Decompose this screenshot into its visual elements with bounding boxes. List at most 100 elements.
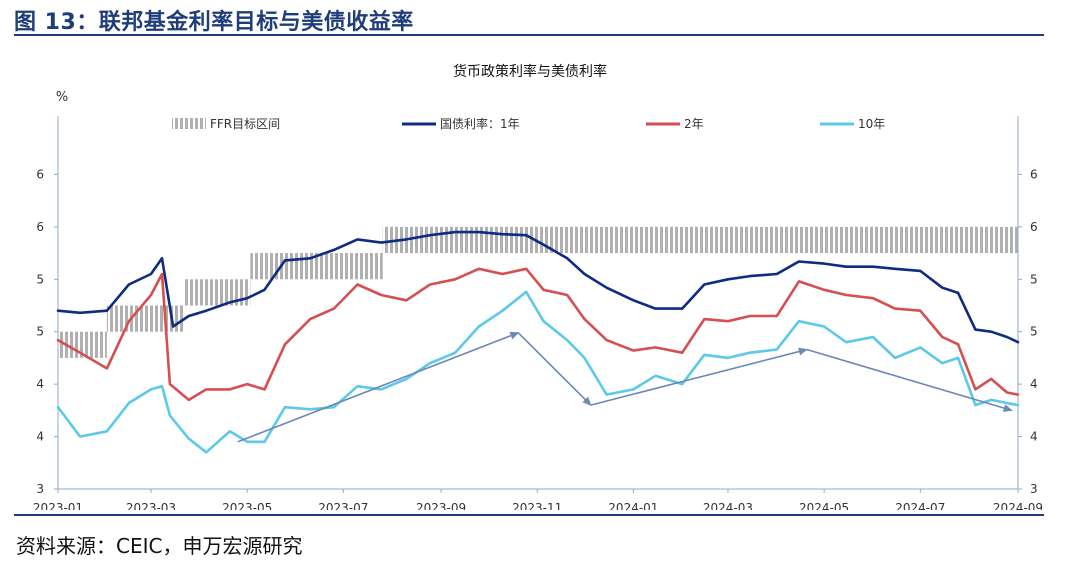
series-point-1y-22	[525, 234, 527, 237]
series-point-2y-8	[205, 388, 207, 391]
series-point-2y-20	[478, 268, 480, 270]
series-point-1y-19	[454, 231, 457, 233]
series-point-10y-3	[128, 402, 130, 404]
x-tick-label-7: 2024-03	[703, 501, 753, 510]
series-point-1y-42	[974, 328, 977, 331]
series-point-1y-17	[405, 238, 408, 241]
series-point-1y-18	[429, 234, 431, 237]
series-point-10y-36	[845, 341, 847, 344]
series-point-1y-5	[161, 257, 163, 260]
series-point-10y-9	[229, 430, 231, 433]
series-point-10y-0	[57, 406, 59, 409]
series-point-10y-38	[894, 357, 896, 359]
y-tick-label-right-2: 4	[1030, 377, 1038, 391]
series-point-1y-1	[79, 312, 81, 314]
y-tick-label-left-5: 6	[36, 220, 44, 234]
series-point-1y-7	[188, 315, 190, 317]
series-point-2y-40	[941, 336, 944, 338]
series-point-10y-13	[309, 408, 312, 411]
series-point-2y-25	[583, 318, 586, 320]
legend-label-1y: 国债利率：1年	[440, 116, 520, 131]
series-point-2y-30	[703, 318, 706, 320]
series-point-10y-33	[776, 348, 778, 351]
y-tick-label-right-4: 5	[1030, 272, 1038, 286]
annotation-arrows	[237, 331, 1013, 443]
series-point-2y-6	[169, 383, 171, 385]
series-point-10y-37	[872, 336, 874, 338]
series-point-1y-9	[229, 301, 231, 304]
series-point-1y-10	[246, 297, 248, 299]
series-point-10y-5	[161, 385, 163, 388]
y-tick-label-right-0: 3	[1030, 482, 1038, 496]
series-point-2y-32	[749, 315, 751, 317]
legend: FFR目标区间 国债利率：1年 2年 10年	[172, 116, 885, 131]
series-point-10y-18	[429, 362, 431, 364]
series-point-1y-35	[823, 262, 825, 265]
series-point-1y-26	[605, 286, 608, 289]
series-point-10y-1	[79, 435, 81, 438]
x-tick-label-5: 2023-11	[512, 501, 562, 510]
series-point-2y-18	[429, 283, 431, 286]
series-point-2y-9	[229, 388, 231, 391]
series-point-1y-15	[356, 238, 359, 241]
y-tick-label-left-6: 6	[36, 167, 44, 181]
series-point-2y-28	[654, 346, 657, 349]
series-point-10y-20	[478, 325, 480, 328]
series-point-1y-8	[205, 309, 207, 312]
x-tick-label-9: 2024-07	[895, 501, 945, 510]
series-point-2y-29	[681, 351, 684, 354]
series-point-2y-19	[454, 278, 457, 281]
series-point-10y-2	[106, 430, 108, 433]
series-point-2y-39	[919, 309, 922, 312]
series-point-10y-23	[542, 320, 545, 323]
series-point-10y-19	[454, 351, 457, 354]
title-divider	[14, 34, 1044, 36]
series-point-1y-41	[957, 292, 959, 294]
legend-label-2y: 2年	[684, 117, 704, 131]
series-point-1y-23	[542, 243, 545, 246]
series-point-1y-2	[106, 309, 108, 312]
y-tick-label-left-4: 5	[36, 272, 44, 286]
series-point-2y-44	[1006, 391, 1008, 394]
series-point-2y-5	[161, 273, 163, 275]
series-point-1y-25	[583, 273, 586, 275]
series-point-2y-10	[246, 383, 248, 385]
annotation-arrow-0	[237, 331, 520, 443]
series-point-1y-27	[632, 299, 635, 302]
series-point-10y-8	[205, 451, 207, 454]
series-point-1y-11	[263, 288, 266, 291]
series-point-1y-16	[380, 241, 382, 244]
series-point-10y-26	[605, 393, 608, 396]
series-point-2y-38	[894, 307, 896, 310]
chart-svg: 货币政策利率与美债利率 % FFR目标区间 国债利率：1年 2年 10年 3 3 4…	[33, 63, 1043, 510]
series-point-10y-6	[169, 414, 171, 417]
series-point-10y-21	[501, 309, 504, 312]
ffr-band-segment-3	[250, 253, 383, 280]
series-line-1y	[56, 230, 1020, 344]
series-point-2y-13	[309, 318, 312, 320]
series-point-10y-30	[703, 353, 706, 356]
x-tick-label-4: 2023-09	[416, 501, 466, 510]
series-point-2y-36	[845, 294, 847, 296]
series-point-10y-32	[749, 351, 751, 354]
series-point-10y-29	[681, 383, 684, 385]
series-point-10y-14	[333, 406, 335, 409]
series-point-10y-42	[974, 404, 977, 406]
annotation-arrow-1	[517, 332, 592, 406]
series-point-10y-34	[798, 320, 800, 323]
series-point-1y-31	[727, 278, 729, 281]
series-point-2y-21	[501, 273, 504, 275]
series-point-2y-16	[380, 294, 382, 296]
y-tick-label-left-0: 3	[36, 482, 44, 496]
x-tick-label-10: 2024-09	[993, 501, 1043, 510]
series-point-2y-26	[605, 339, 608, 341]
series-point-1y-39	[919, 270, 922, 272]
series-point-1y-30	[703, 283, 706, 286]
series-line-10y	[56, 290, 1020, 454]
series-point-2y-0	[57, 339, 59, 341]
series-point-1y-44	[1006, 336, 1008, 338]
series-point-2y-41	[957, 343, 959, 346]
series-point-1y-43	[990, 330, 993, 333]
series-point-10y-28	[654, 374, 657, 377]
series-point-10y-11	[263, 441, 266, 443]
